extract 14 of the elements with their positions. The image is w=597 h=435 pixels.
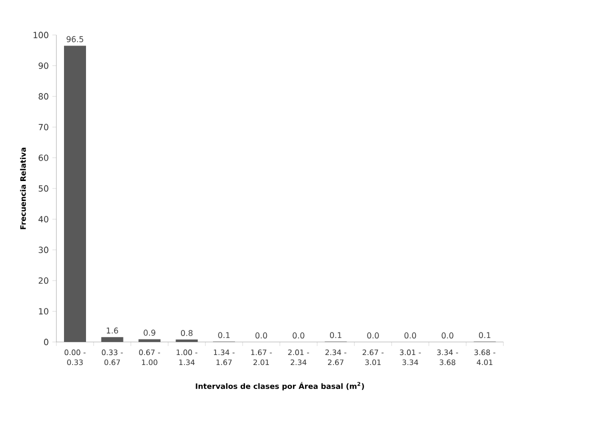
y-tick-label: 70 — [38, 124, 48, 130]
y-tick-label: 60 — [38, 154, 48, 161]
y-tick-label: 40 — [38, 216, 48, 222]
y-tick-label: 30 — [38, 246, 48, 254]
y-tick-label: 10 — [39, 308, 48, 314]
y-tick-label: 0 — [44, 338, 48, 346]
y-tick-label: 50 — [38, 185, 48, 192]
y-tick-label: 90 — [38, 62, 48, 69]
bar — [64, 46, 86, 342]
y-tick-label: 20 — [38, 277, 48, 284]
bar — [101, 337, 124, 342]
y-tick-label: 100 — [34, 32, 48, 38]
y-tick-label: 80 — [38, 93, 48, 100]
bar — [138, 339, 161, 342]
